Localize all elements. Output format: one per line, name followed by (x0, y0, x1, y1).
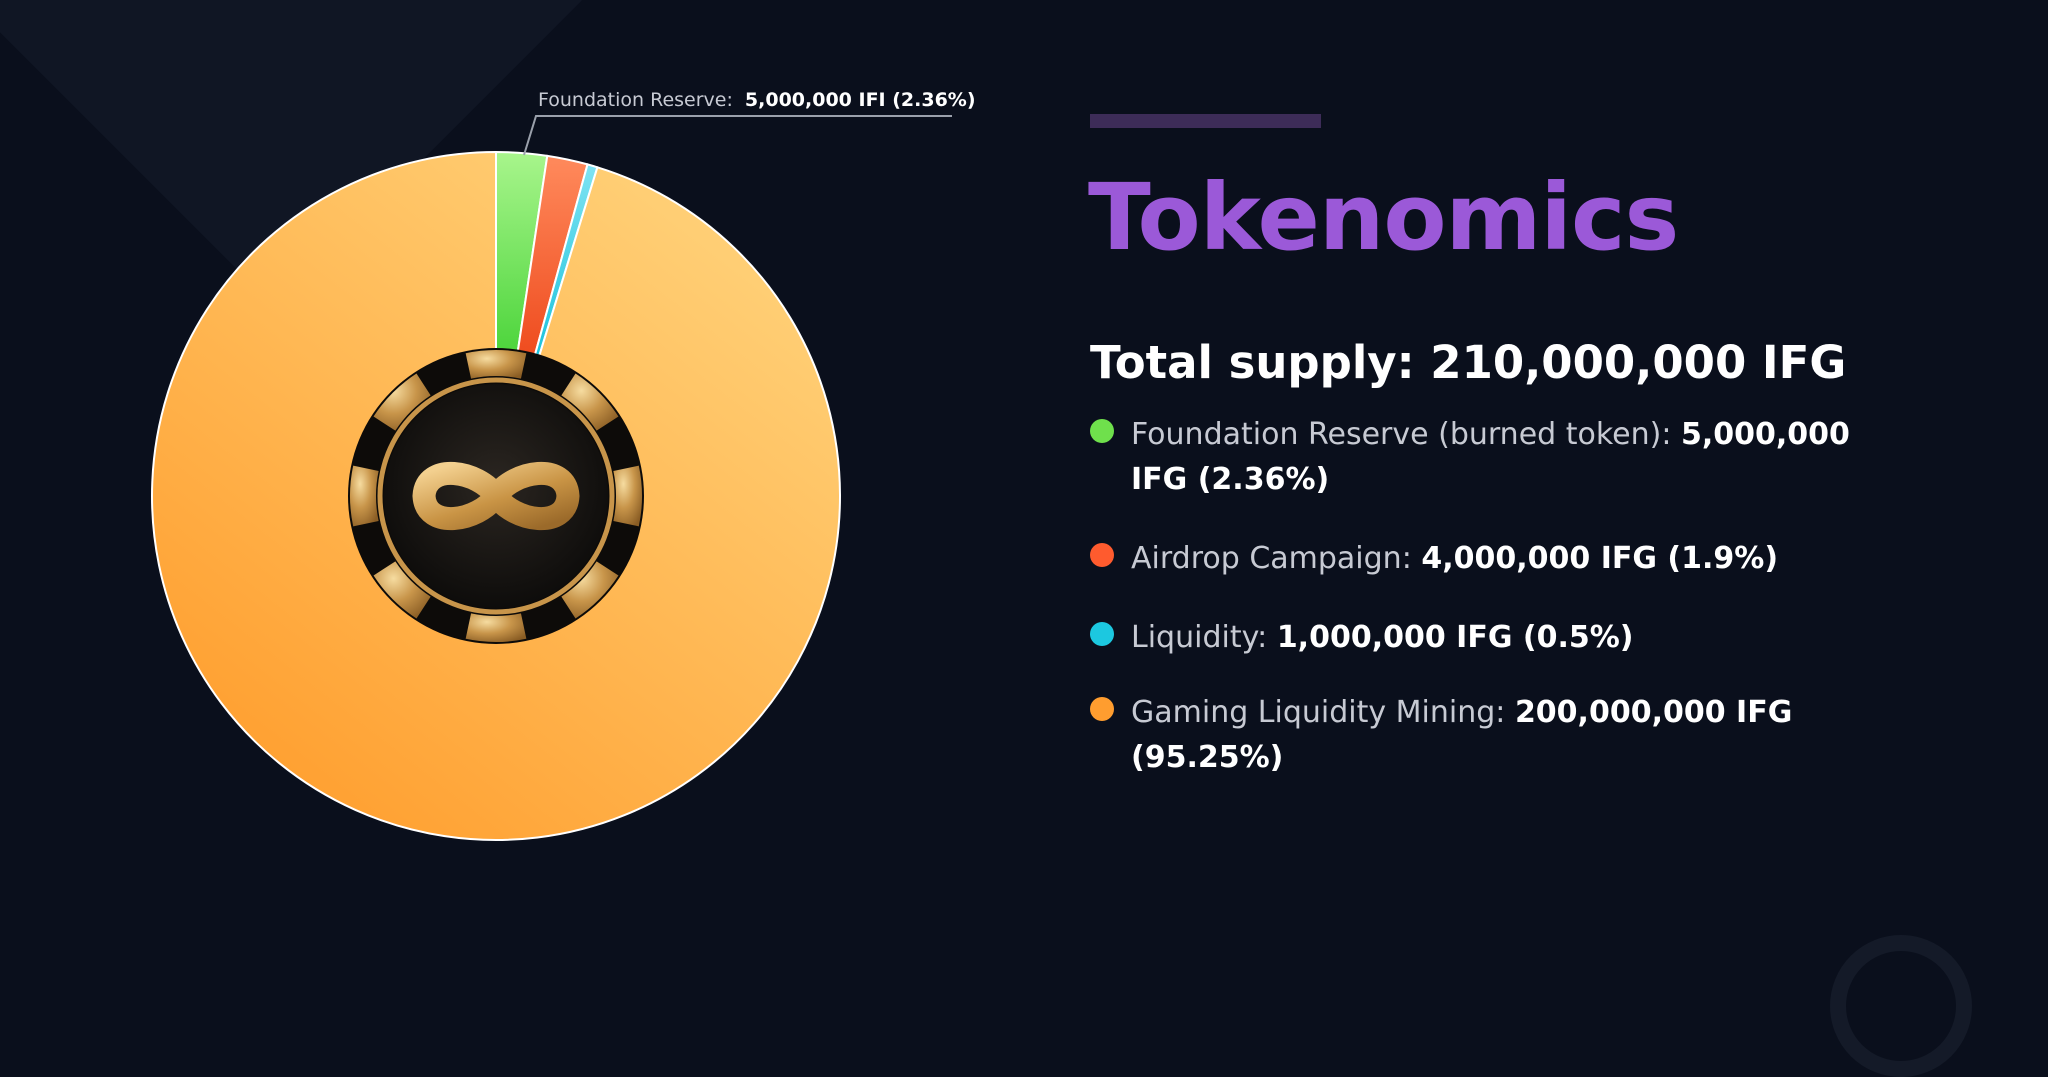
legend-value: 200,000,000 IFG (95.25%) (1131, 695, 1793, 775)
chip-inner-ring (377, 377, 615, 615)
chip-notch (465, 613, 527, 642)
legend-dot-icon (1090, 419, 1114, 443)
callout-label: Foundation Reserve: (538, 89, 733, 111)
chip-notch (373, 561, 431, 619)
legend-dot-icon (1090, 543, 1114, 567)
legend-dot-icon (1090, 697, 1114, 721)
chip-notch (613, 465, 642, 527)
legend-value: 1,000,000 IFG (0.5%) (1276, 620, 1634, 655)
infinity-chip-logo-icon (348, 348, 644, 644)
chip-notch (561, 561, 619, 619)
chip-notch (561, 373, 619, 431)
chip-notch (373, 373, 431, 431)
legend-item-foundation-reserve: Foundation Reserve (burned token): 5,000… (1090, 412, 1910, 502)
title-accent-bar (1090, 114, 1321, 128)
legend: Foundation Reserve (burned token): 5,000… (1090, 412, 1910, 814)
legend-value: 5,000,000 IFG (2.36%) (1131, 417, 1850, 497)
page-title: Tokenomics (1088, 164, 1679, 271)
callout-text: Foundation Reserve: 5,000,000 IFI (2.36%… (538, 89, 976, 111)
tokenomics-donut-chart: Foundation Reserve: 5,000,000 IFI (2.36%… (151, 89, 976, 841)
legend-item-airdrop-campaign: Airdrop Campaign: 4,000,000 IFG (1.9%) (1090, 536, 1910, 581)
total-supply: Total supply: 210,000,000 IFG (1090, 336, 1847, 389)
legend-dot-icon (1090, 622, 1114, 646)
legend-label: Gaming Liquidity Mining: (1131, 695, 1506, 730)
chip-notches (350, 350, 642, 642)
legend-item-liquidity: Liquidity: 1,000,000 IFG (0.5%) (1090, 615, 1910, 660)
callout-foundation-reserve: Foundation Reserve: 5,000,000 IFI (2.36%… (523, 89, 976, 156)
legend-label: Airdrop Campaign: (1131, 541, 1412, 576)
legend-value: 4,000,000 IFG (1.9%) (1421, 541, 1779, 576)
chip-notch (350, 465, 379, 527)
legend-label: Liquidity: (1131, 620, 1268, 655)
infinity-icon (412, 461, 580, 531)
legend-label: Foundation Reserve (burned token): (1131, 417, 1672, 452)
background-ring-decoration (1830, 935, 1972, 1077)
callout-leader-line (523, 115, 952, 156)
legend-item-gaming-liquidity-mining: Gaming Liquidity Mining: 200,000,000 IFG… (1090, 690, 1910, 780)
chip-notch (465, 350, 527, 379)
callout-value: 5,000,000 IFI (2.36%) (745, 89, 976, 111)
